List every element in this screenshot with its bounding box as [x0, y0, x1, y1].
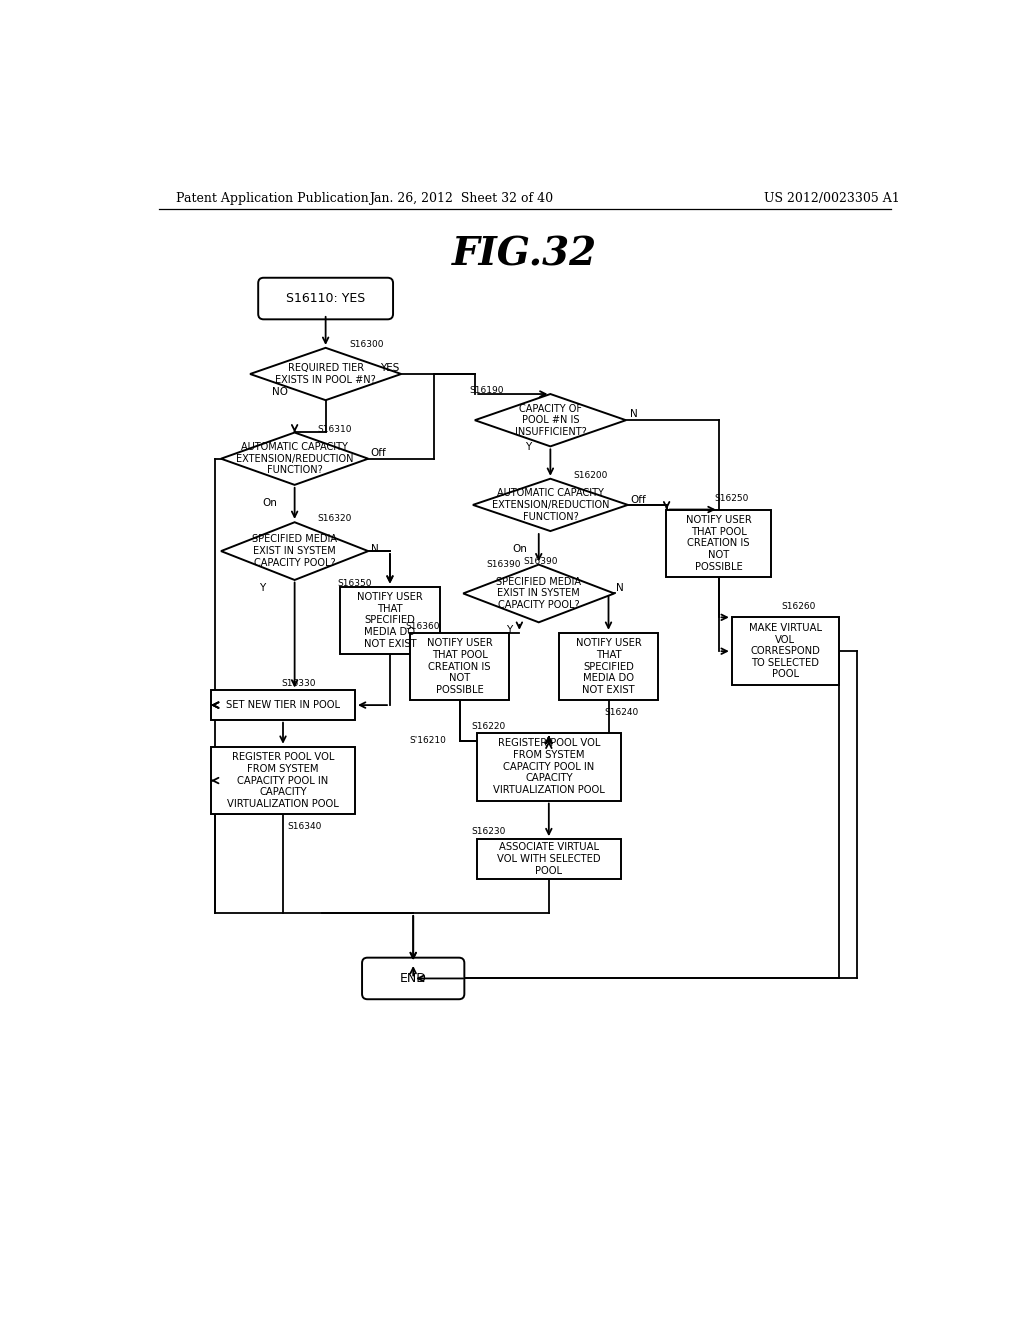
- Text: S16310: S16310: [317, 425, 352, 434]
- Text: Off: Off: [371, 449, 386, 458]
- Text: S16340: S16340: [287, 822, 322, 832]
- Text: CAPACITY OF
POOL #N IS
INSUFFICIENT?: CAPACITY OF POOL #N IS INSUFFICIENT?: [514, 404, 587, 437]
- Text: NO: NO: [272, 387, 289, 397]
- Text: S16190: S16190: [469, 387, 504, 396]
- Text: YES: YES: [380, 363, 399, 372]
- Text: REGISTER POOL VOL
FROM SYSTEM
CAPACITY POOL IN
CAPACITY
VIRTUALIZATION POOL: REGISTER POOL VOL FROM SYSTEM CAPACITY P…: [493, 738, 605, 795]
- Text: NOTIFY USER
THAT POOL
CREATION IS
NOT
POSSIBLE: NOTIFY USER THAT POOL CREATION IS NOT PO…: [686, 515, 752, 572]
- Text: SET NEW TIER IN POOL: SET NEW TIER IN POOL: [226, 700, 340, 710]
- FancyBboxPatch shape: [258, 277, 393, 319]
- Polygon shape: [221, 433, 369, 484]
- Text: SPECIFIED MEDIA
EXIST IN SYSTEM
CAPACITY POOL?: SPECIFIED MEDIA EXIST IN SYSTEM CAPACITY…: [252, 535, 337, 568]
- Text: REGISTER POOL VOL
FROM SYSTEM
CAPACITY POOL IN
CAPACITY
VIRTUALIZATION POOL: REGISTER POOL VOL FROM SYSTEM CAPACITY P…: [227, 752, 339, 809]
- Bar: [732, 618, 839, 685]
- Polygon shape: [250, 348, 401, 400]
- Text: S16240: S16240: [604, 709, 639, 717]
- Text: S16360: S16360: [406, 622, 440, 631]
- Bar: [211, 690, 354, 719]
- Bar: [410, 632, 509, 701]
- Text: Y: Y: [259, 583, 265, 593]
- Text: AUTOMATIC CAPACITY
EXTENSION/REDUCTION
FUNCTION?: AUTOMATIC CAPACITY EXTENSION/REDUCTION F…: [492, 488, 609, 521]
- Text: S16320: S16320: [317, 515, 352, 523]
- Text: Patent Application Publication: Patent Application Publication: [176, 191, 369, 205]
- Text: S16330: S16330: [282, 678, 316, 688]
- Text: S16230: S16230: [471, 826, 506, 836]
- Text: Off: Off: [630, 495, 646, 504]
- Text: REQUIRED TIER
EXISTS IN POOL #N?: REQUIRED TIER EXISTS IN POOL #N?: [275, 363, 376, 385]
- Polygon shape: [463, 565, 614, 622]
- Text: N: N: [372, 544, 379, 554]
- Text: Jan. 26, 2012  Sheet 32 of 40: Jan. 26, 2012 Sheet 32 of 40: [370, 191, 553, 205]
- Text: On: On: [512, 544, 527, 554]
- Text: S16110: YES: S16110: YES: [286, 292, 366, 305]
- Text: MAKE VIRTUAL
VOL
CORRESPOND
TO SELECTED
POOL: MAKE VIRTUAL VOL CORRESPOND TO SELECTED …: [749, 623, 821, 680]
- Text: S16200: S16200: [573, 471, 608, 480]
- Polygon shape: [221, 523, 369, 579]
- Bar: [559, 632, 658, 701]
- Bar: [340, 586, 440, 655]
- Text: N: N: [616, 583, 624, 593]
- Bar: [477, 840, 621, 879]
- Text: S16300: S16300: [349, 341, 383, 350]
- Text: FIG.32: FIG.32: [453, 236, 597, 273]
- Text: END: END: [399, 972, 427, 985]
- Text: SPECIFIED MEDIA
EXIST IN SYSTEM
CAPACITY POOL?: SPECIFIED MEDIA EXIST IN SYSTEM CAPACITY…: [497, 577, 582, 610]
- Text: AUTOMATIC CAPACITY
EXTENSION/REDUCTION
FUNCTION?: AUTOMATIC CAPACITY EXTENSION/REDUCTION F…: [236, 442, 353, 475]
- Text: US 2012/0023305 A1: US 2012/0023305 A1: [764, 191, 899, 205]
- Text: NOTIFY USER
THAT
SPECIFIED
MEDIA DO
NOT EXIST: NOTIFY USER THAT SPECIFIED MEDIA DO NOT …: [575, 639, 641, 694]
- Text: On: On: [262, 498, 276, 508]
- Text: N: N: [630, 409, 638, 418]
- Bar: [667, 510, 771, 577]
- Text: S16350: S16350: [337, 579, 372, 587]
- Text: S16390: S16390: [486, 560, 521, 569]
- Text: ASSOCIATE VIRTUAL
VOL WITH SELECTED
POOL: ASSOCIATE VIRTUAL VOL WITH SELECTED POOL: [497, 842, 601, 875]
- Text: S16220: S16220: [471, 722, 506, 731]
- Bar: [477, 733, 621, 800]
- Polygon shape: [475, 395, 626, 446]
- Text: Y: Y: [524, 442, 531, 453]
- Text: S16250: S16250: [715, 494, 749, 503]
- Polygon shape: [473, 479, 628, 531]
- Text: Y: Y: [506, 624, 512, 635]
- FancyBboxPatch shape: [362, 958, 464, 999]
- Bar: [211, 747, 354, 814]
- Text: S16260: S16260: [781, 602, 816, 611]
- Text: S'16210: S'16210: [409, 737, 445, 744]
- Text: NOTIFY USER
THAT
SPECIFIED
MEDIA DO
NOT EXIST: NOTIFY USER THAT SPECIFIED MEDIA DO NOT …: [357, 593, 423, 648]
- Text: S16390: S16390: [523, 557, 558, 565]
- Text: NOTIFY USER
THAT POOL
CREATION IS
NOT
POSSIBLE: NOTIFY USER THAT POOL CREATION IS NOT PO…: [427, 639, 493, 694]
